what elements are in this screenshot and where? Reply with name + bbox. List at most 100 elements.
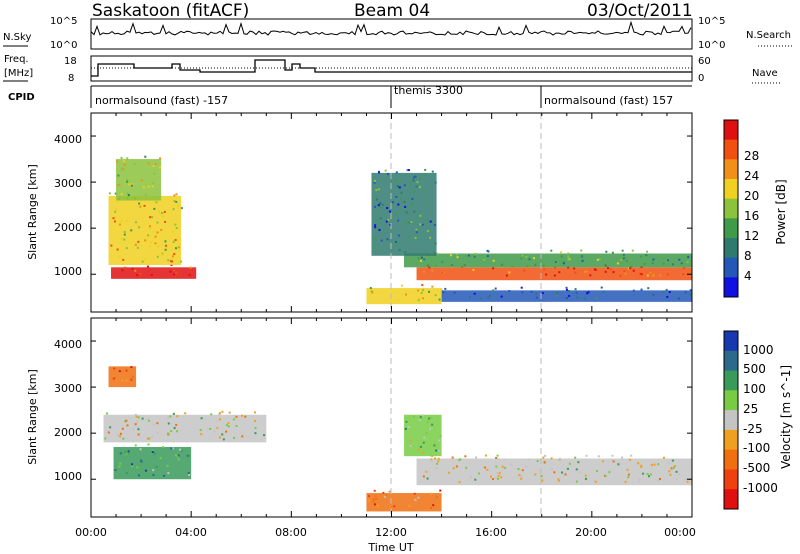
velocity-panel: 1000 2000 3000 4000 Slant Range [km] — [26, 317, 693, 518]
power-speckle — [189, 266, 192, 269]
power-speckle — [415, 231, 418, 234]
power-speckle — [441, 261, 444, 264]
power-speckle — [652, 258, 655, 261]
power-speckle — [419, 297, 422, 300]
velocity-speckle — [152, 469, 155, 472]
velocity-colorbar-swatch — [724, 449, 738, 470]
power-speckle — [545, 273, 548, 276]
noise-left-tick-top: 10^5 — [50, 16, 77, 27]
power-speckle — [173, 194, 176, 197]
velocity-ytick-1000: 1000 — [54, 470, 82, 483]
power-speckle — [377, 171, 380, 174]
velocity-speckle — [418, 419, 421, 422]
power-speckle — [420, 291, 423, 294]
velocity-speckle — [135, 420, 138, 423]
velocity-speckle — [167, 422, 170, 425]
velocity-speckle — [383, 495, 386, 498]
power-speckle — [410, 221, 413, 224]
power-ylabel: Slant Range [km] — [26, 164, 39, 260]
velocity-speckle — [221, 433, 224, 436]
power-speckle — [157, 210, 160, 213]
power-speckle — [408, 235, 411, 238]
velocity-speckle — [139, 448, 142, 451]
velocity-speckle — [222, 438, 225, 441]
velocity-colorbar-swatch — [724, 370, 738, 391]
power-colorbar-swatch — [724, 257, 738, 278]
velocity-speckle — [127, 451, 130, 454]
power-speckle — [645, 254, 648, 257]
velocity-colorbar-swatch — [724, 469, 738, 490]
power-speckle — [486, 255, 489, 258]
velocity-speckle — [167, 472, 170, 475]
velocity-speckle — [439, 434, 442, 437]
velocity-speckle — [490, 475, 493, 478]
power-speckle — [604, 270, 607, 273]
noise-right-tick-bottom: 10^0 — [698, 40, 725, 51]
velocity-speckle — [167, 433, 170, 436]
power-speckle — [125, 247, 128, 250]
power-speckle — [423, 258, 426, 261]
velocity-speckle — [131, 463, 134, 466]
velocity-speckle — [434, 457, 437, 460]
power-speckle — [175, 272, 178, 275]
velocity-speckle — [478, 472, 481, 475]
velocity-speckle — [640, 465, 643, 468]
power-speckle — [131, 183, 134, 186]
power-speckle — [586, 292, 589, 295]
velocity-speckle — [667, 461, 670, 464]
velocity-speckle — [233, 436, 236, 439]
velocity-colorbar-frame — [723, 330, 739, 510]
velocity-speckle — [451, 456, 454, 459]
power-speckle — [375, 198, 378, 201]
power-speckle — [677, 297, 680, 300]
power-colorbar-swatch — [724, 198, 738, 219]
power-speckle — [554, 266, 557, 269]
power-speckle — [595, 297, 598, 300]
power-speckle — [369, 287, 372, 290]
power-speckle — [632, 289, 635, 292]
velocity-speckle — [180, 450, 183, 453]
power-speckle — [424, 173, 427, 176]
velocity-speckle — [156, 432, 159, 435]
power-speckle — [567, 266, 570, 269]
power-speckle — [625, 259, 628, 262]
power-speckle — [609, 268, 612, 271]
cpid-segment-3: normalsound (fast) 157 — [544, 94, 673, 107]
velocity-speckle — [484, 466, 487, 469]
power-ytick-3000: 3000 — [54, 177, 82, 190]
power-speckle — [110, 244, 113, 247]
power-speckle — [379, 217, 382, 220]
velocity-speckle — [436, 496, 439, 499]
velocity-speckle — [151, 450, 154, 453]
power-speckle — [108, 255, 111, 258]
power-speckle — [161, 253, 164, 256]
velocity-speckle — [437, 449, 440, 452]
velocity-speckle — [118, 370, 121, 373]
power-speckle — [605, 250, 608, 253]
freq-line — [91, 59, 692, 77]
power-speckle — [391, 201, 394, 204]
velocity-speckle — [647, 475, 650, 478]
power-speckle — [647, 287, 650, 290]
power-speckle — [149, 216, 152, 219]
velocity-cb-tick-minus500: -500 — [743, 461, 770, 475]
power-speckle — [144, 155, 147, 158]
power-speckle — [411, 197, 414, 200]
power-speckle — [412, 179, 415, 182]
power-speckle — [602, 290, 605, 293]
velocity-speckle — [213, 430, 216, 433]
velocity-speckle — [372, 497, 375, 500]
power-speckle — [652, 274, 655, 277]
velocity-speckle — [496, 471, 499, 474]
velocity-speckle — [421, 414, 424, 417]
velocity-speckle — [263, 434, 266, 437]
power-speckle — [668, 291, 671, 294]
velocity-speckle — [594, 480, 597, 483]
power-speckle — [124, 266, 127, 269]
power-speckle — [144, 239, 147, 242]
power-speckle — [386, 238, 389, 241]
power-speckle — [584, 297, 587, 300]
power-speckle — [413, 210, 416, 213]
velocity-speckle — [184, 412, 187, 415]
power-colorbar-frame — [723, 119, 739, 298]
